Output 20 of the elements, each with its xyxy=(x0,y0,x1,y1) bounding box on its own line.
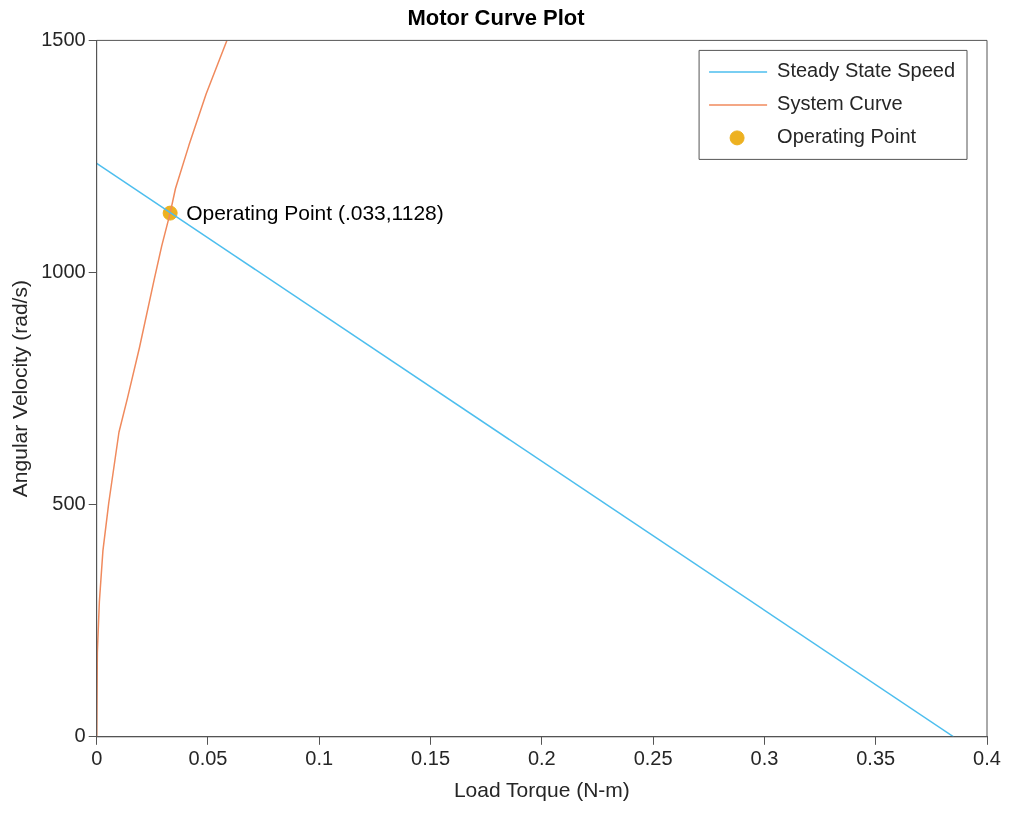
legend-label: Operating Point xyxy=(777,125,917,148)
y-tick-label: 1000 xyxy=(41,260,86,283)
y-axis-title: Angular Velocity (rad/s) xyxy=(8,280,32,498)
x-tick-label: 0.05 xyxy=(188,747,228,770)
x-tick-label: 0.25 xyxy=(633,747,673,770)
y-tick-label: 1500 xyxy=(41,27,86,50)
x-tick-label: 0.3 xyxy=(750,747,779,770)
chart-title: Motor Curve Plot xyxy=(407,5,586,31)
annotation: Operating Point (.033,1128) xyxy=(186,200,444,224)
x-tick-label: 0.35 xyxy=(856,747,896,770)
x-tick-label: 0.1 xyxy=(305,747,334,770)
x-tick-label: 0.2 xyxy=(527,747,556,770)
x-axis-title: Load Torque (N-m) xyxy=(453,778,630,802)
x-tick-label: 0.15 xyxy=(411,747,451,770)
y-tick-label: 500 xyxy=(52,492,86,515)
legend-label: System Curve xyxy=(777,92,903,115)
y-tick-label: 0 xyxy=(74,724,86,747)
x-tick-label: 0 xyxy=(91,747,103,770)
x-tick-label: 0.4 xyxy=(973,747,1001,770)
legend-label: Steady State Speed xyxy=(777,59,956,82)
